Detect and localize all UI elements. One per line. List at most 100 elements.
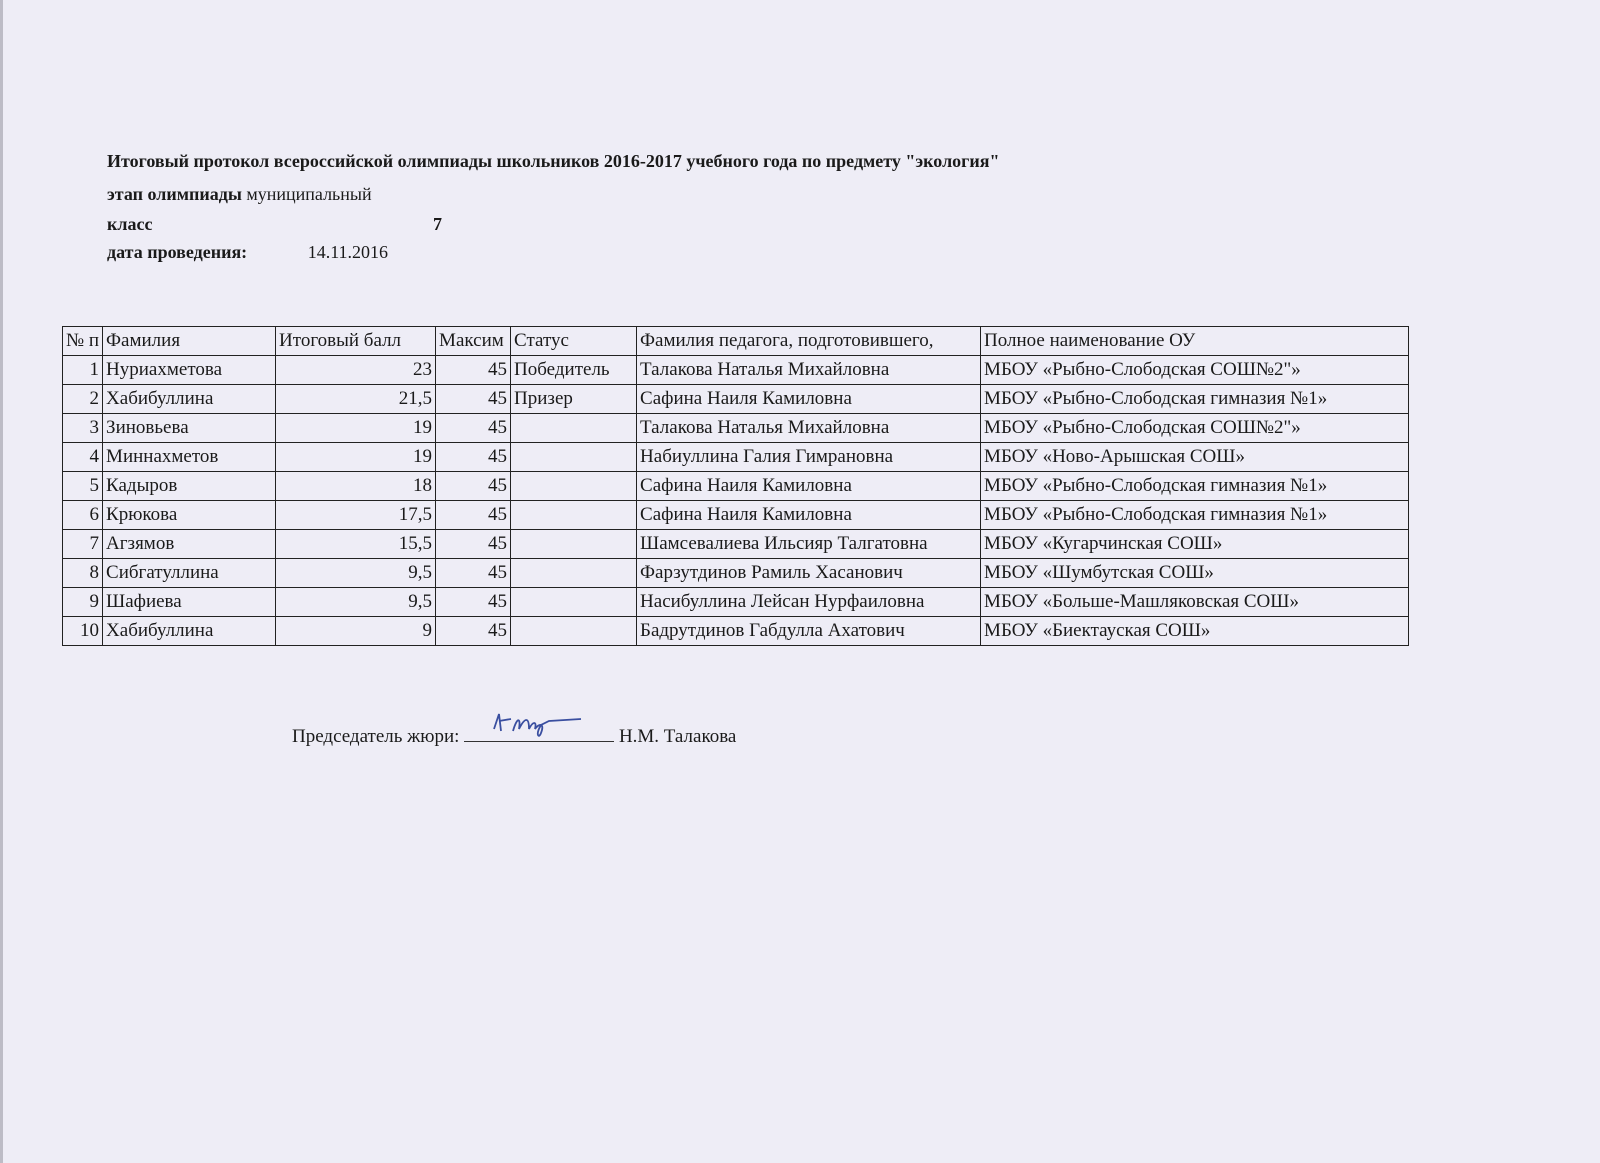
cell-col-total-score: 17,5 [275, 500, 437, 530]
table-row: 10 Хабибуллина 9 45 Бадрутдинов Габдулла Аха… [61, 616, 1410, 646]
cell-col-number: 9 [61, 587, 104, 617]
cell-col-teacher: Фарзутдинов Рамиль Хасанович [636, 558, 982, 588]
cell-col-surname: Сибгатуллина [102, 558, 277, 588]
cell-col-number: 4 [61, 442, 104, 472]
cell-col-status [510, 471, 638, 501]
cell-col-surname: Крюкова [102, 500, 277, 530]
class-value: 7 [433, 214, 442, 234]
chair-name: Н.М. Талакова [618, 726, 737, 747]
cell-col-school: МБОУ «Рыбно-Слободская СОШ№2"» [980, 413, 1410, 443]
cell-col-max: 45 [435, 471, 512, 501]
cell-col-school: МБОУ «Ново-Арышская СОШ» [980, 442, 1410, 472]
cell-col-teacher: Насибуллина Лейсан Нурфаиловна [636, 587, 982, 617]
table-row: 2 Хабибуллина 21,5 45 Призер Сафина Наиля Кам… [61, 384, 1410, 414]
cell-col-school: МБОУ «Кугарчинская СОШ» [980, 529, 1410, 559]
header-col-school: Полное наименование ОУ [980, 326, 1410, 356]
table-header-row: № п Фамилия Итоговый балл Максим Статус Фамил… [61, 326, 1410, 356]
cell-col-max: 45 [435, 558, 512, 588]
results-table: № п Фамилия Итоговый балл Максим Статус Фамил… [61, 326, 1410, 646]
signature-field [464, 713, 615, 742]
cell-col-max: 45 [435, 500, 512, 530]
cell-col-surname: Шафиева [102, 587, 277, 617]
cell-col-total-score: 18 [275, 471, 437, 501]
stage-label: этап олимпиады [107, 184, 242, 204]
cell-col-total-score: 23 [275, 355, 437, 385]
table-row: 3 Зиновьева 19 45 Талакова Наталья Михайловн… [61, 413, 1410, 443]
cell-col-status [510, 558, 638, 588]
cell-col-max: 45 [435, 413, 512, 443]
cell-col-status [510, 442, 638, 472]
cell-col-number: 2 [61, 384, 104, 414]
cell-col-max: 45 [435, 384, 512, 414]
cell-col-school: МБОУ «Рыбно-Слободская гимназия №1» [980, 471, 1410, 501]
cell-col-max: 45 [435, 355, 512, 385]
cell-col-school: МБОУ «Шумбутская СОШ» [980, 558, 1410, 588]
cell-col-teacher: Шамсевалиева Ильсияр Талгатовна [636, 529, 982, 559]
cell-col-number: 1 [61, 355, 104, 385]
header-col-number: № п [61, 326, 104, 356]
cell-col-school: МБОУ «Больше-Машляковская СОШ» [980, 587, 1410, 617]
cell-col-status [510, 587, 638, 617]
cell-col-status [510, 413, 638, 443]
header-col-status: Статус [510, 326, 638, 356]
date-value: 14.11.2016 [307, 242, 389, 262]
cell-col-status [510, 500, 638, 530]
stage-line: этап олимпиады муниципальный [107, 183, 372, 205]
cell-col-teacher: Бадрутдинов Габдулла Ахатович [636, 616, 982, 646]
cell-col-total-score: 9,5 [275, 558, 437, 588]
cell-col-school: МБОУ «Рыбно-Слободская гимназия №1» [980, 384, 1410, 414]
class-label: класс [107, 214, 153, 234]
cell-col-max: 45 [435, 442, 512, 472]
cell-col-max: 45 [435, 616, 512, 646]
cell-col-surname: Зиновьева [102, 413, 277, 443]
cell-col-teacher: Сафина Наиля Камиловна [636, 500, 982, 530]
date-line: дата проведения: 14.11.2016 [107, 241, 388, 263]
cell-col-total-score: 19 [275, 442, 437, 472]
document-title: Итоговый протокол всероссийской олимпиад… [107, 151, 1000, 171]
scan-edge [0, 0, 3, 1163]
cell-col-surname: Агзямов [102, 529, 277, 559]
header-col-max: Максим [435, 326, 512, 356]
cell-col-status: Призер [510, 384, 638, 414]
cell-col-surname: Хабибуллина [102, 384, 277, 414]
header-col-total-score: Итоговый балл [275, 326, 437, 356]
table-row: 1 Нуриахметова 23 45 Победитель Талакова Ната… [61, 355, 1410, 385]
cell-col-number: 10 [61, 616, 104, 646]
table-row: 7 Агзямов 15,5 45 Шамсевалиева Ильсияр Талга… [61, 529, 1410, 559]
cell-col-teacher: Талакова Наталья Михайловна [636, 355, 982, 385]
table-row: 6 Крюкова 17,5 45 Сафина Наиля Камиловна МБОУ… [61, 500, 1410, 530]
table-row: 8 Сибгатуллина 9,5 45 Фарзутдинов Рамиль Хас… [61, 558, 1410, 588]
cell-col-max: 45 [435, 529, 512, 559]
cell-col-number: 5 [61, 471, 104, 501]
date-label: дата проведения: [107, 242, 248, 262]
cell-col-status: Победитель [510, 355, 638, 385]
cell-col-teacher: Сафина Наиля Камиловна [636, 471, 982, 501]
cell-col-number: 7 [61, 529, 104, 559]
signature-line: Председатель жюри: Н.М. Талакова [292, 713, 737, 748]
cell-col-max: 45 [435, 587, 512, 617]
chair-label: Председатель жюри: [292, 726, 460, 747]
cell-col-status [510, 616, 638, 646]
cell-col-surname: Хабибуллина [102, 616, 277, 646]
cell-col-surname: Нуриахметова [102, 355, 277, 385]
cell-col-total-score: 21,5 [275, 384, 437, 414]
cell-col-total-score: 9,5 [275, 587, 437, 617]
cell-col-teacher: Набиуллина Галия Гимрановна [636, 442, 982, 472]
cell-col-school: МБОУ «Рыбно-Слободская гимназия №1» [980, 500, 1410, 530]
cell-col-teacher: Талакова Наталья Михайловна [636, 413, 982, 443]
header-col-teacher: Фамилия педагога, подготовившего, [636, 326, 982, 356]
cell-col-number: 8 [61, 558, 104, 588]
cell-col-total-score: 15,5 [275, 529, 437, 559]
cell-col-teacher: Сафина Наиля Камиловна [636, 384, 982, 414]
cell-col-status [510, 529, 638, 559]
header-col-surname: Фамилия [102, 326, 277, 356]
cell-col-surname: Кадыров [102, 471, 277, 501]
cell-col-number: 6 [61, 500, 104, 530]
table-row: 5 Кадыров 18 45 Сафина Наиля Камиловна МБОУ «… [61, 471, 1410, 501]
cell-col-school: МБОУ «Биектауская СОШ» [980, 616, 1410, 646]
cell-col-surname: Миннахметов [102, 442, 277, 472]
table-row: 4 Миннахметов 19 45 Набиуллина Галия Гимрано… [61, 442, 1410, 472]
cell-col-total-score: 9 [275, 616, 437, 646]
handwritten-signature [493, 713, 582, 737]
cell-col-total-score: 19 [275, 413, 437, 443]
